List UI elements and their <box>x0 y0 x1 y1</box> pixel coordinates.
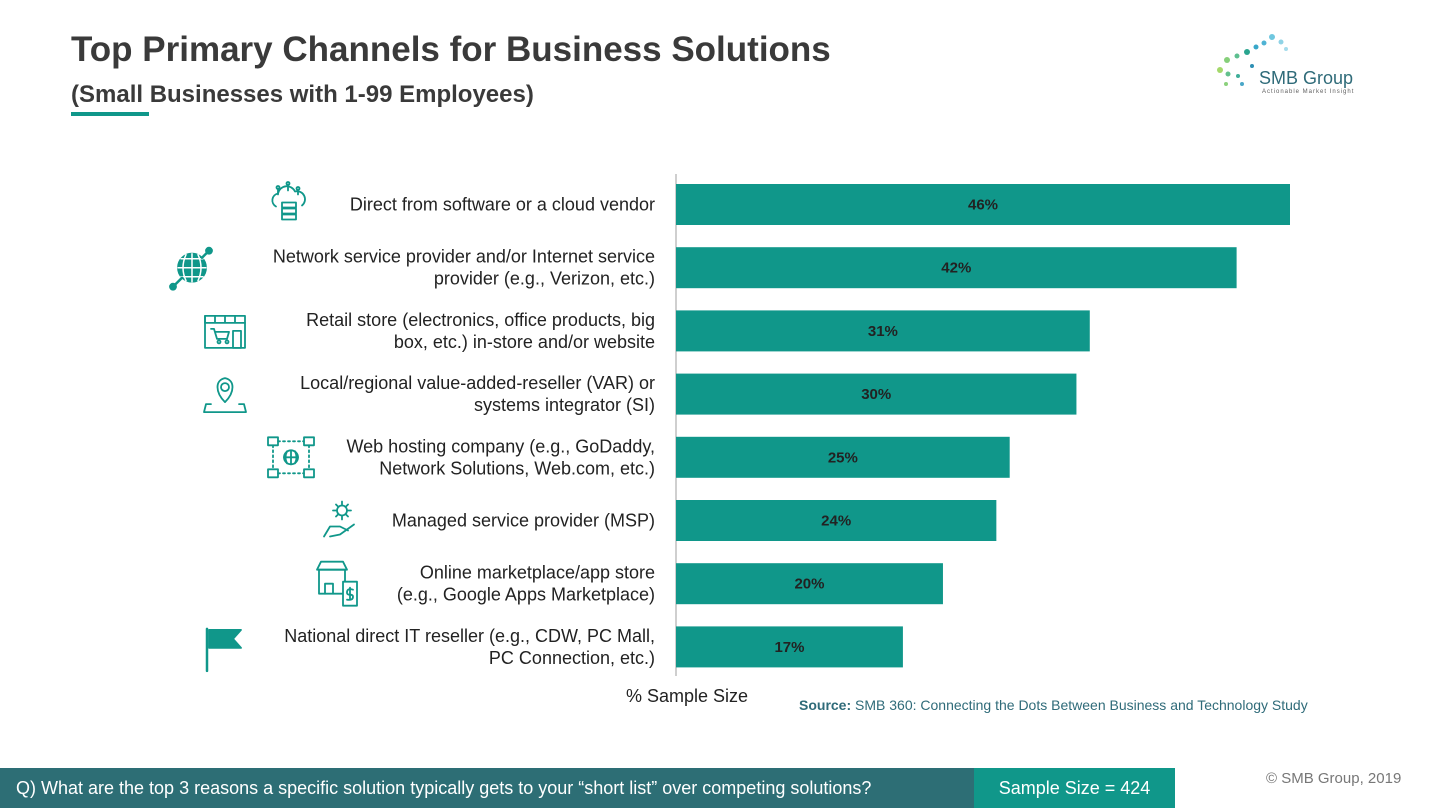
sample-size-badge: Sample Size = 424 <box>974 768 1175 808</box>
bar <box>676 247 1237 289</box>
cloud-server-icon <box>271 181 306 221</box>
category-label-line: (e.g., Google Apps Marketplace) <box>397 585 655 605</box>
survey-question: Q) What are the top 3 reasons a specific… <box>0 768 974 808</box>
bar <box>676 184 1290 225</box>
bar-chart: 46% 42% 31% 30% 25% 24% 20% 17% Direct from sof… <box>169 174 1290 676</box>
category-label: Managed service provider (MSP) <box>392 511 655 531</box>
copyright-text: © SMB Group, 2019 <box>1266 770 1402 787</box>
category-label-line: Managed service provider (MSP) <box>392 511 655 531</box>
category-label-line: Web hosting company (e.g., GoDaddy, <box>347 436 656 456</box>
bar <box>676 626 903 668</box>
bar-value-label: 30% <box>861 386 891 403</box>
category-label-line: Direct from software or a cloud vendor <box>350 195 655 215</box>
smb-group-logo <box>1217 34 1288 86</box>
logo-name: SMB Group <box>1259 68 1354 88</box>
x-axis-label: % Sample Size <box>626 686 749 706</box>
bar-value-label: 20% <box>794 576 824 593</box>
source-text: SMB 360: Connecting the Dots Between Bus… <box>855 697 1308 713</box>
hand-gear-icon <box>323 500 355 538</box>
bar-value-label: 31% <box>868 323 898 340</box>
category-label-line: PC Connection, etc.) <box>489 648 655 668</box>
category-label-line: provider (e.g., Verizon, etc.) <box>434 269 655 289</box>
web-hosting-network-icon <box>267 436 315 479</box>
bar-value-label: 24% <box>821 513 851 530</box>
storefront-cart-icon <box>204 314 246 349</box>
category-label: Local/regional value-added-reseller (VAR… <box>300 373 655 415</box>
category-label-line: box, etc.) in-store and/or website <box>394 332 655 352</box>
bar-value-label: 25% <box>828 449 858 466</box>
page-title: Top Primary Channels for Business Soluti… <box>71 30 831 69</box>
flag-icon <box>205 627 242 673</box>
bar-value-label: 46% <box>968 197 998 214</box>
category-label-line: Online marketplace/app store <box>420 563 655 583</box>
bar <box>676 373 1077 415</box>
bar <box>676 563 943 605</box>
subtitle-accent-underline <box>71 112 149 116</box>
category-label: Network service provider and/or Internet… <box>273 247 655 289</box>
bar <box>676 310 1090 352</box>
category-label-line: systems integrator (SI) <box>474 395 655 415</box>
category-label-line: Retail store (electronics, office produc… <box>306 310 655 330</box>
source-prefix: Source: <box>799 697 852 713</box>
category-label-line: Network service provider and/or Internet… <box>273 247 655 267</box>
category-label: Online marketplace/app store (e.g., Googl… <box>397 563 655 605</box>
category-label-line: Network Solutions, Web.com, etc.) <box>379 458 655 478</box>
bar-value-label: 17% <box>774 639 804 656</box>
page-subtitle: (Small Businesses with 1-99 Employees) <box>71 81 534 108</box>
category-label: National direct IT reseller (e.g., CDW, … <box>284 626 655 668</box>
bar-value-label: 42% <box>941 260 971 277</box>
logo-dots-icon <box>1217 34 1288 86</box>
category-label: Web hosting company (e.g., GoDaddy, Netwo… <box>347 436 656 478</box>
category-label: Direct from software or a cloud vendor <box>350 195 655 215</box>
bar <box>676 436 1010 478</box>
map-pin-icon <box>203 377 247 414</box>
bar <box>676 500 997 541</box>
category-label-line: National direct IT reseller (e.g., CDW, … <box>284 626 655 646</box>
shop-mobile-payment-icon <box>316 560 358 607</box>
category-label-line: Local/regional value-added-reseller (VAR… <box>300 373 655 393</box>
globe-network-icon <box>169 246 213 291</box>
category-label: Retail store (electronics, office produc… <box>306 310 655 352</box>
logo-tagline: Actionable Market Insight <box>1262 89 1355 95</box>
source-note: Source: SMB 360: Connecting the Dots Bet… <box>799 697 1308 713</box>
